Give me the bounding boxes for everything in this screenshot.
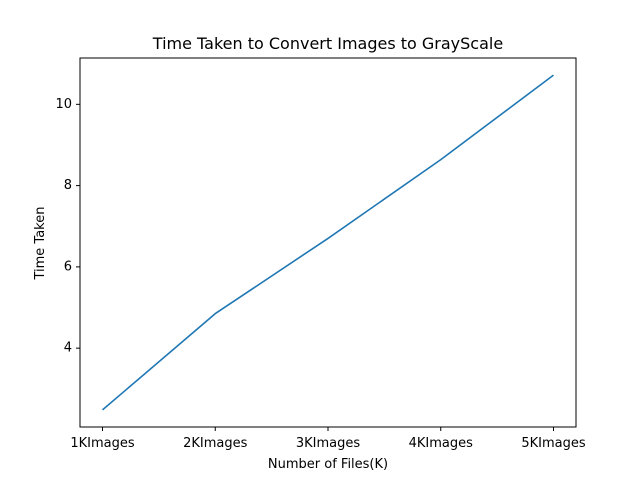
y-tick-label: 8: [64, 178, 72, 193]
x-tick-label: 1KImages: [70, 436, 135, 451]
x-axis-ticks: 1KImages 2KImages 3KImages 4KImages 5KImages: [70, 427, 586, 451]
y-tick-label: 6: [64, 259, 72, 274]
series-line-0: [101, 74, 554, 411]
y-tick-label: 10: [55, 97, 72, 112]
x-tick-label: 2KImages: [183, 436, 248, 451]
x-tick-label: 4KImages: [409, 436, 474, 451]
y-axis-ticks: 4 6 8 10: [55, 97, 80, 356]
x-tick-label: 5KImages: [521, 436, 586, 451]
data-series: [101, 74, 554, 411]
y-axis-label: Time Taken: [33, 206, 48, 280]
x-axis-label: Number of Files(K): [268, 457, 388, 472]
y-tick-label: 4: [64, 341, 72, 356]
x-tick-label: 3KImages: [296, 436, 361, 451]
plot-frame: [79, 57, 577, 428]
chart-title: Time Taken to Convert Images to GrayScal…: [152, 34, 503, 53]
